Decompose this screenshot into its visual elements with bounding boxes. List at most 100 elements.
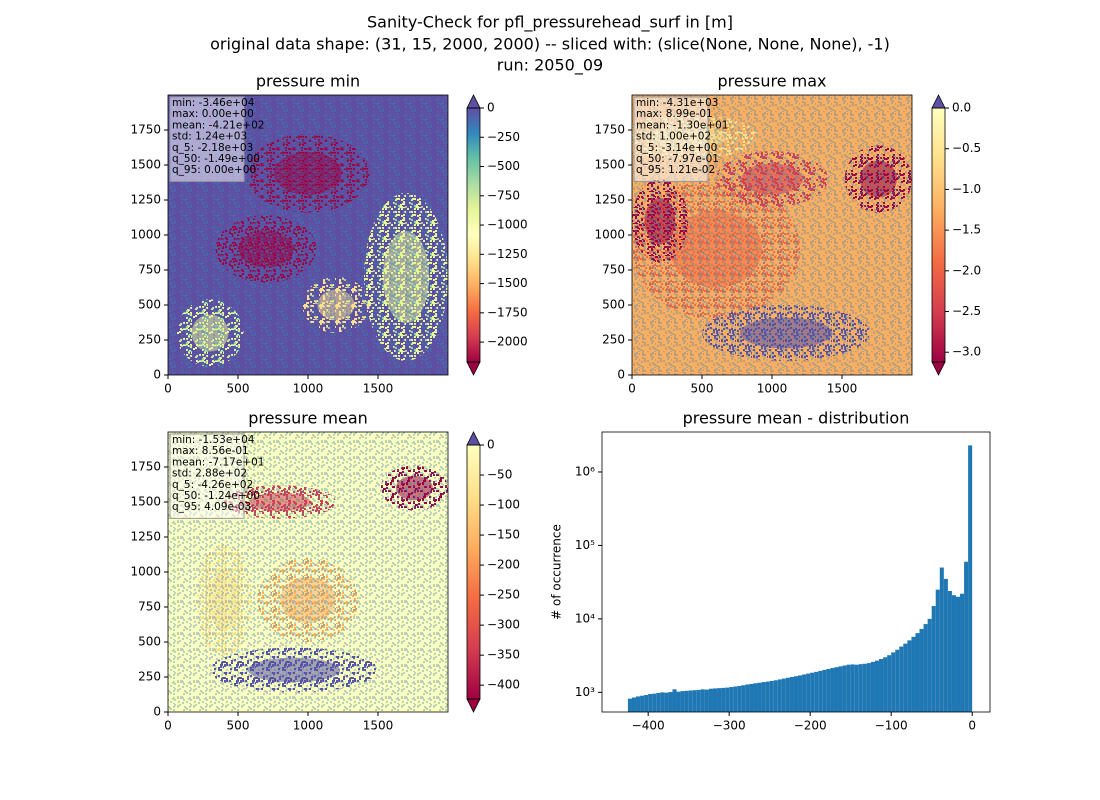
histogram-bar [964, 561, 969, 712]
x-tick-label: 1500 [363, 382, 394, 396]
histogram-bar [704, 689, 709, 712]
histogram-bar [725, 687, 730, 712]
stats-line: q_50: -7.97e-01 [636, 153, 719, 165]
x-tick-label: 0 [164, 719, 172, 733]
histogram-bar [955, 596, 961, 712]
stats-line: max: 8.99e-01 [636, 108, 713, 120]
histogram-bar [891, 652, 896, 712]
x-tick-label: −200 [794, 719, 827, 733]
histogram-bar [789, 676, 794, 712]
colorbar-tick-label: 0.0 [952, 101, 971, 115]
y-axis-label: # of occurrence [550, 524, 564, 620]
colorbar-extend [466, 361, 481, 376]
x-tick-label: 0 [628, 382, 636, 396]
colorbar-tick-label: 0 [487, 101, 495, 115]
histogram-bar [858, 664, 863, 712]
colorbar-tick-label: −250 [487, 130, 520, 144]
histogram-bar [911, 636, 916, 712]
histogram-bar [899, 646, 904, 712]
colorbar-tick-label: −2.0 [952, 263, 981, 277]
stats-line: q_95: 1.21e-02 [636, 164, 715, 176]
y-tick-label: 0 [153, 368, 161, 382]
stats-line: max: 8.56e-01 [172, 445, 249, 457]
stats-line: q_5: -4.26e+02 [172, 479, 253, 491]
histogram-bar [777, 679, 782, 712]
histogram-bar [798, 675, 803, 712]
stats-line: min: -4.31e+03 [636, 97, 718, 109]
histogram-bar [927, 618, 932, 712]
colorbar [467, 108, 480, 362]
stats-line: mean: -1.30e+01 [636, 119, 728, 131]
histogram-bar [806, 673, 811, 712]
stats-box [169, 433, 245, 519]
y-tick-label: 1250 [594, 193, 625, 207]
colorbar-tick-label: −1250 [487, 247, 528, 261]
histogram-bar [834, 667, 839, 712]
colorbar-frame [466, 107, 481, 363]
histogram-bar [866, 663, 871, 712]
histogram-bar [700, 689, 705, 712]
histogram-bar [802, 674, 807, 712]
histogram-bar [688, 690, 693, 712]
histogram-bar [785, 677, 790, 712]
histogram-bar [883, 657, 888, 712]
histogram-bar [664, 692, 669, 712]
y-tick-label: 500 [602, 298, 625, 312]
histogram-bar [846, 664, 851, 712]
stats-line: mean: -7.17e+01 [172, 456, 264, 468]
histogram-bar [822, 669, 827, 712]
colorbar-tick-label: −1000 [487, 218, 528, 232]
histogram-bar [874, 660, 880, 712]
histogram-bar [862, 663, 867, 712]
y-tick-label: 500 [138, 298, 161, 312]
histogram-bar [887, 655, 892, 712]
histogram-bar [644, 695, 649, 712]
stats-line: q_50: -1.49e+00 [172, 153, 260, 165]
axes-frame [601, 431, 991, 713]
histogram-bar [636, 696, 641, 712]
x-tick-label: 1000 [293, 719, 324, 733]
histogram-bar [951, 595, 956, 712]
x-tick-label: 1000 [293, 382, 324, 396]
stats-line: mean: -4.21e+02 [172, 119, 264, 131]
colorbar-tick-label: −3.0 [952, 345, 981, 359]
colorbar-tick-label: −150 [487, 528, 520, 542]
y-tick-label: 0 [153, 705, 161, 719]
colorbar-tick-label: −0.5 [952, 141, 981, 155]
y-tick-label: 10³ [575, 685, 595, 699]
stats-line: max: 0.00e+00 [172, 108, 254, 120]
histogram-bar [903, 643, 908, 712]
y-tick-label: 1750 [594, 123, 625, 137]
histogram-bar [721, 687, 726, 712]
histogram-bar [765, 681, 770, 712]
y-tick-label: 750 [138, 600, 161, 614]
colorbar-extend [466, 698, 481, 713]
histogram-bar [781, 678, 786, 712]
histogram-bar [826, 668, 831, 712]
colorbar [467, 445, 480, 699]
colorbar-extend [466, 94, 481, 109]
histogram-bar [757, 682, 762, 712]
stats-line: std: 2.88e+02 [172, 468, 247, 480]
colorbar-tick-label: −2.5 [952, 304, 981, 318]
y-tick-label: 1000 [594, 228, 625, 242]
colorbar-tick-label: −1750 [487, 305, 528, 319]
colorbar-tick-label: −750 [487, 188, 520, 202]
y-tick-label: 1500 [130, 495, 161, 509]
x-tick-label: 0 [968, 719, 976, 733]
stats-line: min: -1.53e+04 [172, 434, 255, 446]
y-tick-label: 1500 [130, 158, 161, 172]
x-tick-label: 500 [691, 382, 714, 396]
x-tick-label: −300 [713, 719, 746, 733]
colorbar-extend [466, 431, 481, 446]
y-tick-label: 0 [617, 368, 625, 382]
histogram-bar [838, 666, 843, 712]
stats-line: q_95: 4.09e-03 [172, 501, 251, 513]
histogram-bar [684, 690, 689, 712]
histogram-bar [810, 672, 815, 712]
colorbar-extend [931, 94, 946, 109]
y-tick-label: 1250 [130, 530, 161, 544]
